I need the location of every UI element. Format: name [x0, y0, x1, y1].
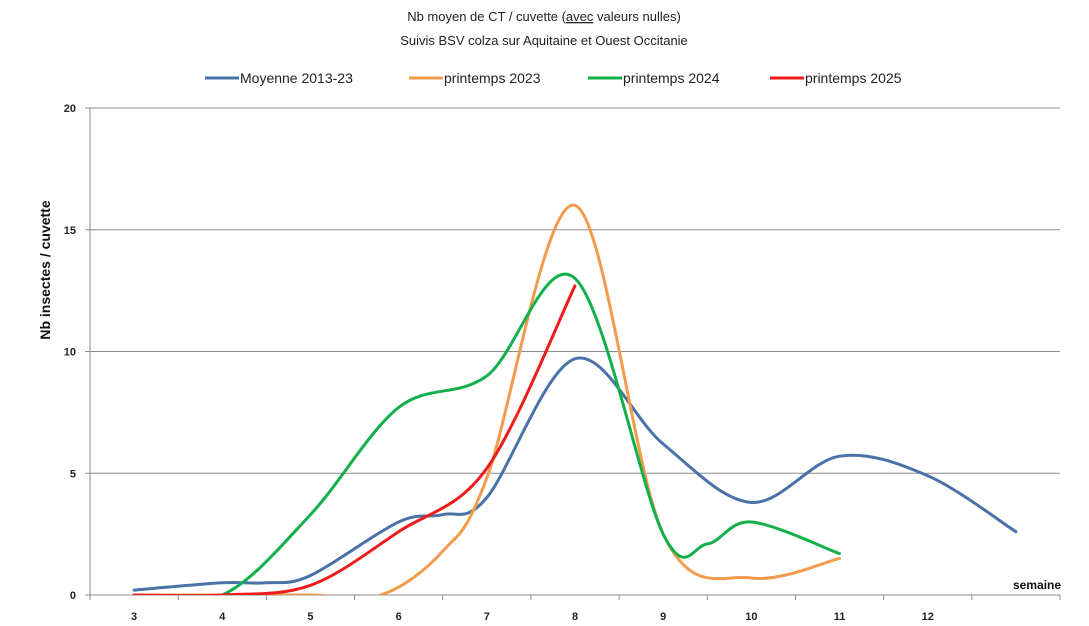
legend-label: printemps 2023 — [444, 70, 541, 86]
chart-subtitle-line-2: Suivis BSV colza sur Aquitaine et Ouest … — [400, 33, 688, 48]
gridlines — [90, 108, 1060, 473]
x-tick-label: 9 — [660, 611, 666, 623]
series-line-2 — [134, 205, 839, 598]
series-line-1 — [134, 358, 1016, 590]
chart-legend: Moyenne 2013-23 printemps 2023 printemps 2… — [205, 70, 902, 86]
y-axis-ticks: 0 5 10 15 20 — [64, 103, 90, 602]
x-tick-label: 12 — [922, 611, 934, 623]
legend-label: Moyenne 2013-23 — [240, 70, 353, 86]
series-line-3 — [134, 274, 839, 601]
series-lines — [134, 205, 1016, 601]
x-tick-label: 11 — [834, 611, 846, 623]
x-tick-label: 5 — [307, 611, 313, 623]
x-tick-label: 8 — [572, 611, 578, 623]
x-axis-ticks: 3 4 5 6 7 8 9 10 11 12 — [90, 595, 1060, 623]
y-tick-label: 5 — [70, 468, 76, 480]
x-tick-label: 7 — [484, 611, 490, 623]
legend-label: printemps 2024 — [623, 70, 720, 86]
y-axis-title: Nb insectes / cuvette — [37, 200, 53, 339]
x-tick-label: 6 — [396, 611, 402, 623]
chart-subtitle-line-1: Nb moyen de CT / cuvette (avec valeurs n… — [407, 9, 681, 24]
legend-label: printemps 2025 — [805, 70, 902, 86]
x-tick-label: 4 — [219, 611, 226, 623]
x-tick-label: 10 — [745, 611, 757, 623]
x-axis-title: semaine — [1013, 578, 1061, 592]
y-tick-label: 10 — [64, 347, 76, 359]
x-tick-label: 3 — [131, 611, 137, 623]
y-tick-label: 15 — [64, 225, 76, 237]
y-tick-label: 20 — [64, 103, 76, 115]
y-tick-label: 0 — [70, 590, 76, 602]
